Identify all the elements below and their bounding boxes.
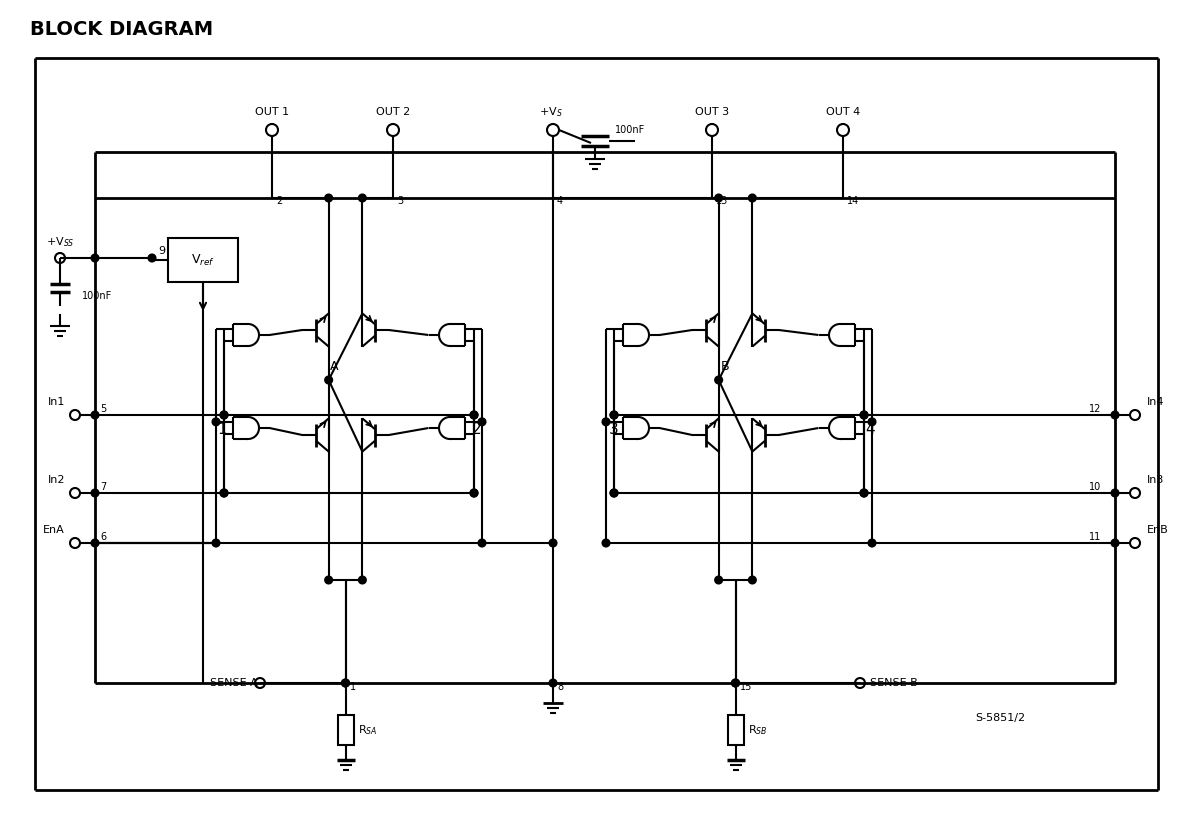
Text: 4: 4 (556, 196, 564, 206)
Circle shape (603, 418, 609, 425)
Text: 13: 13 (716, 196, 728, 206)
Circle shape (861, 489, 868, 496)
Circle shape (92, 489, 98, 496)
Text: 11: 11 (1089, 532, 1101, 542)
Circle shape (359, 194, 365, 201)
Circle shape (92, 254, 98, 262)
Text: A: A (331, 360, 339, 372)
Text: In2: In2 (48, 475, 64, 485)
Text: 3: 3 (396, 196, 404, 206)
Text: 5: 5 (100, 404, 106, 414)
Circle shape (610, 489, 617, 496)
Bar (727, 715, 744, 745)
Circle shape (470, 411, 478, 419)
Circle shape (868, 539, 875, 547)
Text: BLOCK DIAGRAM: BLOCK DIAGRAM (30, 20, 213, 39)
Text: 14: 14 (847, 196, 860, 206)
Text: OUT 2: OUT 2 (376, 107, 410, 117)
Text: +V$_S$: +V$_S$ (540, 105, 562, 119)
Text: 2: 2 (276, 196, 282, 206)
Text: 7: 7 (100, 482, 106, 492)
Text: S-5851/2: S-5851/2 (975, 713, 1026, 723)
Text: 10: 10 (1089, 482, 1101, 492)
Text: R$_{SA}$: R$_{SA}$ (357, 723, 377, 737)
Text: OUT 3: OUT 3 (695, 107, 730, 117)
Text: EnA: EnA (43, 525, 64, 535)
Circle shape (749, 194, 756, 201)
Bar (168, 238, 238, 282)
Circle shape (715, 194, 722, 201)
Text: 8: 8 (556, 682, 564, 692)
Circle shape (732, 680, 739, 686)
Circle shape (1112, 489, 1119, 496)
Circle shape (1112, 539, 1119, 547)
Text: In3: In3 (1147, 475, 1164, 485)
Text: 6: 6 (100, 532, 106, 542)
Text: +V$_{SS}$: +V$_{SS}$ (45, 235, 74, 249)
Circle shape (359, 577, 365, 583)
Bar (338, 715, 353, 745)
Text: 1: 1 (350, 682, 356, 692)
Circle shape (549, 539, 556, 547)
Circle shape (868, 418, 875, 425)
Circle shape (92, 539, 98, 547)
Circle shape (470, 411, 478, 419)
Text: 15: 15 (739, 682, 752, 692)
Text: 4: 4 (866, 422, 875, 437)
Circle shape (325, 376, 332, 383)
Text: V$_{ref}$: V$_{ref}$ (191, 253, 215, 268)
Circle shape (610, 489, 617, 496)
Circle shape (610, 411, 617, 419)
Circle shape (715, 577, 722, 583)
Text: 2: 2 (472, 422, 482, 437)
Circle shape (325, 194, 332, 201)
Text: 9: 9 (158, 246, 165, 256)
Circle shape (732, 680, 739, 686)
Text: R$_{SB}$: R$_{SB}$ (747, 723, 767, 737)
Circle shape (470, 489, 478, 496)
Circle shape (221, 489, 228, 496)
Circle shape (221, 489, 228, 496)
Text: EnB: EnB (1147, 525, 1169, 535)
Circle shape (861, 489, 868, 496)
Circle shape (549, 680, 556, 686)
Circle shape (861, 411, 868, 419)
Circle shape (213, 418, 220, 425)
Text: 100nF: 100nF (82, 291, 112, 301)
Circle shape (221, 411, 228, 419)
Text: 12: 12 (1089, 404, 1101, 414)
Text: OUT 1: OUT 1 (256, 107, 289, 117)
Circle shape (92, 411, 98, 419)
Circle shape (221, 411, 228, 419)
Circle shape (861, 411, 868, 419)
Circle shape (610, 411, 617, 419)
Circle shape (325, 577, 332, 583)
Circle shape (148, 254, 155, 262)
Text: 3: 3 (609, 422, 618, 437)
Text: SENSE A: SENSE A (210, 678, 258, 688)
Text: 1: 1 (217, 422, 227, 437)
Circle shape (479, 539, 486, 547)
Text: In4: In4 (1147, 397, 1164, 407)
Text: OUT 4: OUT 4 (826, 107, 860, 117)
Circle shape (213, 539, 220, 547)
Circle shape (603, 539, 609, 547)
Circle shape (341, 680, 349, 686)
Text: SENSE B: SENSE B (870, 678, 918, 688)
Circle shape (749, 577, 756, 583)
Text: 100nF: 100nF (615, 125, 645, 135)
Text: In1: In1 (48, 397, 64, 407)
Text: B: B (720, 360, 730, 372)
Circle shape (715, 376, 722, 383)
Circle shape (341, 680, 349, 686)
Circle shape (470, 489, 478, 496)
Circle shape (1112, 411, 1119, 419)
Circle shape (479, 418, 486, 425)
